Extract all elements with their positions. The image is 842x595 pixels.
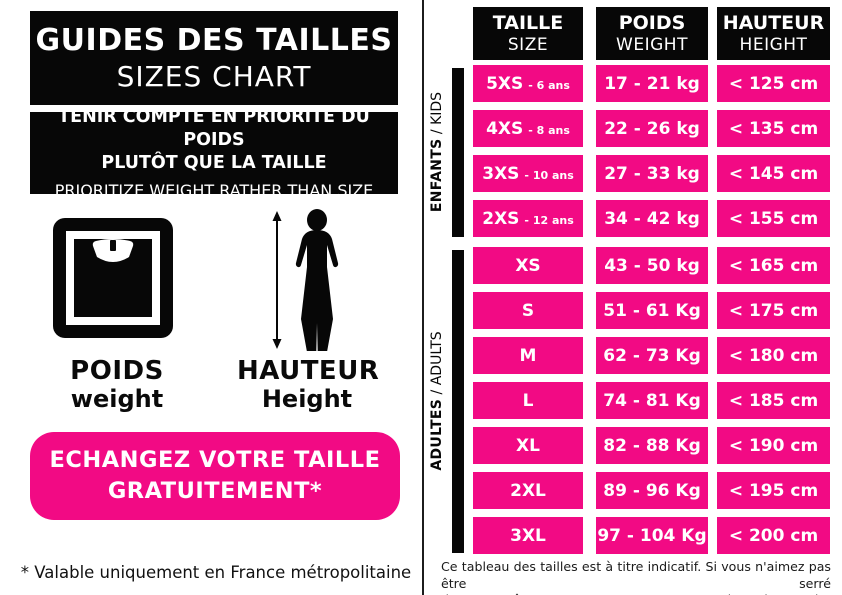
scale-dial-icon [92,239,134,262]
header-weight-column: POIDS WEIGHT [596,7,708,60]
age-value: - 10 ans [524,168,574,182]
weight-caption: POIDS weight [47,356,187,414]
free-exchange-line1: ECHANGEZ VOTRE TAILLE [49,446,381,473]
size-cell: 4XS - 8 ans [473,110,583,147]
group-label-kids: ENFANTS / KIDS [429,92,445,212]
adults-label-en: ADULTS [429,331,445,386]
size-cell: XL [473,427,583,464]
table-row-s: S 51 - 61 Kg < 175 cm [473,292,830,329]
weight-cell: 51 - 61 Kg [596,292,708,329]
priority-note-en: PRIORITIZE WEIGHT RATHER THAN SIZE [54,180,374,200]
disclaimer-line-2: dans vos vêtements, nous vous recommando… [441,592,831,595]
adults-label-fr: ADULTES [429,398,445,471]
table-row-2xl: 2XL 89 - 96 Kg < 195 cm [473,472,830,509]
header-size-fr: TAILLE [492,12,564,34]
size-cell: M [473,337,583,374]
kids-label-fr: ENFANTS [429,138,445,213]
height-cell: < 185 cm [717,382,830,419]
page-title-en: SIZES CHART [116,60,312,93]
height-cell: < 135 cm [717,110,830,147]
size-value: 5XS [486,73,524,94]
weight-cell: 89 - 96 Kg [596,472,708,509]
table-row-l: L 74 - 81 Kg < 185 cm [473,382,830,419]
adults-group-bar [452,250,464,553]
table-disclaimer: Ce tableau des tailles est à titre indic… [441,559,831,595]
free-exchange-banner: ECHANGEZ VOTRE TAILLE GRATUITEMENT* [30,432,400,520]
size-cell: 2XS - 12 ans [473,200,583,237]
header-size-en: SIZE [507,35,549,55]
group-label-adults: ADULTES / ADULTS [429,331,445,470]
size-value: 2XS [482,208,520,229]
size-value: 4XS [486,118,524,139]
title-box: GUIDES DES TAILLES SIZES CHART [30,11,398,105]
height-cell: < 175 cm [717,292,830,329]
size-cell: 3XL [473,517,583,554]
height-cell: < 200 cm [717,517,830,554]
height-caption-en: Height [261,385,353,413]
age-value: - 6 ans [528,78,570,92]
table-row-m: M 62 - 73 Kg < 180 cm [473,337,830,374]
header-height-en: HEIGHT [739,35,808,55]
priority-note-fr-line1: TENIR COMPTE EN PRIORITÉ DU POIDS [58,107,370,151]
size-cell: 3XS - 10 ans [473,155,583,192]
age-value: - 8 ans [528,123,570,137]
kids-group-bar [452,68,464,237]
height-cell: < 125 cm [717,65,830,102]
kids-label-en: KIDS [429,91,445,125]
header-weight-en: WEIGHT [616,35,688,55]
weight-cell: 17 - 21 kg [596,65,708,102]
page-title-fr: GUIDES DES TAILLES [35,23,393,58]
weight-caption-fr: POIDS [70,356,164,386]
priority-note-fr: TENIR COMPTE EN PRIORITÉ DU POIDS PLUTÔT… [30,106,398,174]
table-row-xl: XL 82 - 88 Kg < 190 cm [473,427,830,464]
height-cell: < 195 cm [717,472,830,509]
height-cell: < 155 cm [717,200,830,237]
bathroom-scale-icon [53,218,173,338]
disclaimer-line-1: Ce tableau des tailles est à titre indic… [441,559,831,591]
header-height-column: HAUTEUR HEIGHT [717,7,830,60]
table-row-3xs: 3XS - 10 ans 27 - 33 kg < 145 cm [473,155,830,192]
vertical-divider [422,0,424,595]
kids-label-sep: / [429,124,445,139]
header-weight-fr: POIDS [618,12,686,34]
weight-cell: 74 - 81 Kg [596,382,708,419]
weight-cell: 43 - 50 kg [596,247,708,284]
height-caption: HAUTEUR Height [237,356,380,414]
table-row-2xs: 2XS - 12 ans 34 - 42 kg < 155 cm [473,200,830,237]
person-height-arrow-icon [272,209,339,351]
footnote: * Valable uniquement en France métropoli… [20,563,412,582]
adults-label-sep: / [429,385,445,399]
size-cell: S [473,292,583,329]
height-cell: < 180 cm [717,337,830,374]
height-cell: < 145 cm [717,155,830,192]
free-exchange-line2: GRATUITEMENT* [107,478,323,504]
header-size-column: TAILLE SIZE [473,7,583,60]
size-value: 3XS [482,163,520,184]
weight-caption-en: weight [70,385,164,413]
size-cell: L [473,382,583,419]
size-cell: 5XS - 6 ans [473,65,583,102]
height-cell: < 190 cm [717,427,830,464]
size-cell: 2XL [473,472,583,509]
weight-cell: 62 - 73 Kg [596,337,708,374]
table-row-4xs: 4XS - 8 ans 22 - 26 kg < 135 cm [473,110,830,147]
priority-note-box: TENIR COMPTE EN PRIORITÉ DU POIDS PLUTÔT… [30,107,398,200]
priority-note-fr-line2: PLUTÔT QUE LA TAILLE [101,152,327,173]
weight-cell: 82 - 88 Kg [596,427,708,464]
weight-cell: 97 - 104 Kg [596,517,708,554]
weight-cell: 27 - 33 kg [596,155,708,192]
table-row-xs: XS 43 - 50 kg < 165 cm [473,247,830,284]
height-caption-fr: HAUTEUR [237,356,380,386]
weight-cell: 22 - 26 kg [596,110,708,147]
size-cell: XS [473,247,583,284]
age-value: - 12 ans [524,213,574,227]
height-cell: < 165 cm [717,247,830,284]
table-row-5xs: 5XS - 6 ans 17 - 21 kg < 125 cm [473,65,830,102]
table-row-3xl: 3XL 97 - 104 Kg < 200 cm [473,517,830,554]
header-height-fr: HAUTEUR [722,12,825,34]
weight-cell: 34 - 42 kg [596,200,708,237]
